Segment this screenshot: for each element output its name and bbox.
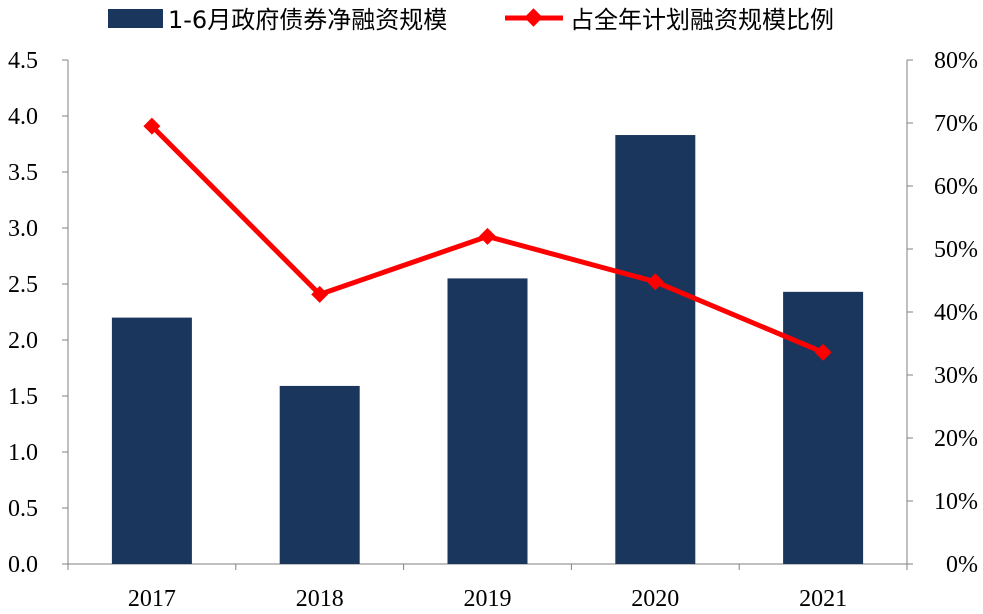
right-axis-tick-label: 20% [934, 426, 978, 452]
left-axis-tick-label: 1.0 [8, 440, 38, 466]
left-axis-tick-label: 4.5 [8, 48, 38, 74]
bar [111, 317, 192, 564]
left-axis-tick-label: 2.5 [8, 272, 38, 298]
legend-line-label: 占全年计划融资规模比例 [570, 6, 834, 34]
line-point [646, 273, 664, 291]
left-axis-tick-label: 3.5 [8, 160, 38, 186]
right-axis-tick-label: 40% [934, 300, 978, 326]
left-axis-tick-label: 0.0 [8, 552, 38, 578]
left-axis-tick-label: 4.0 [8, 104, 38, 130]
bar [615, 135, 696, 565]
x-axis-tick-label: 2019 [464, 586, 512, 612]
left-axis-tick-label: 1.5 [8, 384, 38, 410]
legend-bar-label: 1-6月政府债券净融资规模 [168, 6, 447, 34]
legend-bar-swatch [108, 9, 163, 28]
plot-area: 0.0 0.5 1.0 1.5 2.0 2.5 3.0 3.5 4.0 4.5 0% 10% 20% 30… [8, 48, 978, 612]
line-point [479, 227, 496, 245]
x-axis-tick-label: 2020 [631, 586, 679, 612]
right-axis-tick-label: 50% [934, 237, 978, 263]
bar [783, 291, 864, 564]
legend-line-marker [524, 8, 543, 27]
right-axis-tick-label: 10% [934, 489, 978, 515]
legend: 1-6月政府债券净融资规模 占全年计划融资规模比例 [108, 6, 834, 34]
line-point [311, 285, 329, 303]
left-axis-tick-label: 2.0 [8, 328, 38, 354]
right-axis-tick-label: 0% [946, 552, 978, 578]
line-point [814, 343, 832, 361]
right-axis-tick-label: 30% [934, 363, 978, 389]
right-axis-tick-label: 60% [934, 174, 978, 200]
bar [279, 385, 360, 564]
bar [447, 278, 528, 564]
right-axis-tick-label: 80% [934, 48, 978, 74]
x-axis-tick-label: 2018 [296, 586, 344, 612]
x-axis-tick-label: 2017 [128, 586, 176, 612]
x-axis-tick-label: 2021 [799, 586, 847, 612]
left-axis-tick-label: 3.0 [8, 216, 38, 242]
left-axis-tick-label: 0.5 [8, 496, 38, 522]
right-axis-tick-label: 70% [934, 111, 978, 137]
